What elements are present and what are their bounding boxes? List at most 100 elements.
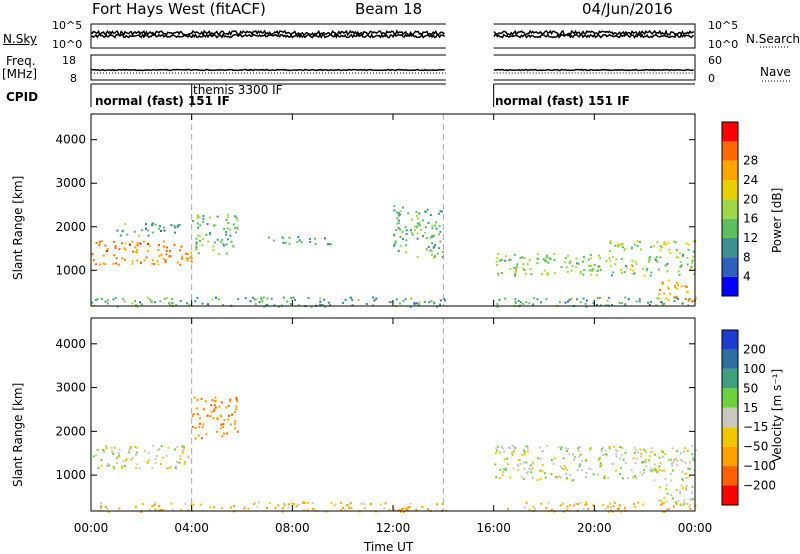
velocity-cbar-tick-3: 15	[743, 401, 758, 415]
power-echo-band-3	[268, 236, 332, 246]
noise-sky-trace-0	[90, 29, 445, 37]
freq-trace-0	[90, 68, 445, 72]
velocity-cbar-tick-6: −100	[743, 459, 776, 473]
power-cbar-tick-3: 16	[743, 212, 758, 226]
velocity-colorbar-seg-7	[722, 466, 738, 486]
power-echo-band-6	[608, 240, 697, 254]
freq-right-tick-top: 60	[708, 54, 722, 67]
power-ytick-label-1: 2000	[55, 220, 86, 234]
cpid-text-2: themis 3300 IF	[193, 83, 283, 97]
freq-right-tick-bottom: 0	[708, 72, 715, 85]
power-echo-band-2	[116, 222, 181, 237]
strip-gap-0	[445, 23, 494, 49]
date-label: 04/Jun/2016	[582, 0, 673, 18]
freq-left-tick-bottom: 8	[70, 72, 77, 85]
power-echo-band-4	[393, 205, 444, 259]
velocity-colorbar-seg-8	[722, 485, 738, 505]
power-cbar-tick-2: 12	[743, 231, 758, 245]
power-colorbar-label: Power [dB]	[770, 187, 784, 253]
noise-left-tick-bottom: 10^0	[52, 38, 83, 51]
power-cbar-tick-6: 28	[743, 154, 758, 168]
power-echo-band-0	[91, 240, 193, 266]
power-colorbar-seg-1	[722, 257, 738, 277]
x-tick-label-4: 16:00	[476, 521, 511, 535]
power-colorbar-frame	[721, 121, 739, 297]
x-tick-label-6: 00:00	[678, 521, 713, 535]
nsearch-label: N.Search	[746, 32, 800, 46]
power-echo-band-8	[91, 296, 696, 308]
x-tick-label-5: 20:00	[577, 521, 612, 535]
power-colorbar-seg-0	[722, 276, 738, 296]
power-colorbar-seg-8	[722, 122, 738, 142]
power-colorbar-seg-2	[722, 238, 738, 258]
noise-search-trace-1	[493, 32, 695, 39]
cpid-text-1: normal (fast) 151 IF	[95, 94, 230, 108]
x-axis-label: Time UT	[364, 540, 414, 554]
strip-gap-1	[445, 54, 494, 81]
power-colorbar-seg-6	[722, 160, 738, 180]
power-colorbar-seg-7	[722, 141, 738, 161]
power-echo-band-7	[658, 279, 697, 303]
x-tick-label-2: 08:00	[275, 521, 310, 535]
x-tick-label-1: 04:00	[174, 521, 209, 535]
velocity-ytick-label-3: 4000	[55, 337, 86, 351]
x-tick-label-3: 12:00	[376, 521, 411, 535]
nsky-label: N.Sky	[3, 32, 38, 46]
velocity-panel-frame	[90, 317, 696, 512]
velocity-colorbar-label: Velocity [m s⁻¹]	[770, 368, 784, 462]
velocity-echo-band-3	[657, 484, 694, 506]
velocity-ytick-label-1: 2000	[55, 424, 86, 438]
freq-label: Freq.	[6, 54, 36, 68]
power-cbar-tick-5: 24	[743, 173, 758, 187]
freq-panel	[90, 54, 696, 81]
velocity-colorbar-seg-2	[722, 368, 738, 389]
velocity-colorbar-seg-3	[722, 388, 738, 408]
power-ytick-label-3: 4000	[55, 133, 86, 147]
velocity-ytick-label-0: 1000	[55, 468, 86, 482]
power-ylabel: Slant Range [km]	[11, 175, 25, 280]
cpid-label: CPID	[6, 90, 39, 104]
nave-label: Nave	[760, 65, 791, 79]
velocity-colorbar-seg-5	[722, 427, 738, 447]
velocity-ytick-label-2: 3000	[55, 381, 86, 395]
radar-title: Fort Hays West (fitACF)	[92, 0, 266, 18]
power-colorbar-seg-5	[722, 180, 738, 200]
freq-trace-1	[493, 68, 694, 72]
velocity-cbar-tick-7: −200	[743, 479, 776, 493]
power-ytick-label-0: 1000	[55, 263, 86, 277]
velocity-echo-band-1	[191, 396, 239, 440]
velocity-colorbar-seg-0	[722, 330, 738, 350]
velocity-colorbar-seg-4	[722, 407, 738, 428]
power-ytick-label-2: 3000	[55, 176, 86, 190]
x-tick-label-0: 00:00	[74, 521, 109, 535]
velocity-cbar-tick-0: 200	[743, 342, 766, 356]
power-cbar-tick-1: 8	[743, 250, 751, 264]
freq-unit-label: [MHz]	[2, 67, 38, 81]
power-cbar-tick-0: 4	[743, 270, 751, 284]
power-panel-frame	[90, 113, 696, 307]
noise-left-tick-top: 10^5	[52, 19, 83, 32]
velocity-colorbar-seg-6	[722, 446, 738, 467]
velocity-echo-band-0	[92, 444, 190, 470]
velocity-cbar-tick-4: −15	[743, 420, 768, 434]
noise-right-tick-top: 10^5	[708, 19, 739, 32]
velocity-echo-band-2	[494, 444, 697, 482]
velocity-cbar-tick-1: 100	[743, 362, 766, 376]
velocity-colorbar-seg-1	[722, 349, 738, 369]
velocity-cbar-tick-5: −50	[743, 440, 768, 454]
cpid-text-3: normal (fast) 151 IF	[495, 94, 630, 108]
velocity-ylabel: Slant Range [km]	[11, 382, 25, 487]
beam-label: Beam 18	[355, 0, 423, 18]
power-cbar-tick-4: 20	[743, 192, 758, 206]
freq-left-tick-top: 18	[62, 54, 76, 67]
noise-sky-trace-1	[493, 29, 695, 37]
noise-right-tick-bottom: 10^0	[708, 38, 739, 51]
velocity-cbar-tick-2: 50	[743, 381, 758, 395]
power-colorbar-seg-3	[722, 218, 738, 238]
power-colorbar-seg-4	[722, 199, 738, 219]
power-echo-band-5	[495, 252, 697, 277]
power-echo-band-1	[192, 213, 239, 255]
noise-search-trace-0	[90, 32, 446, 39]
velocity-colorbar-frame	[721, 329, 739, 506]
